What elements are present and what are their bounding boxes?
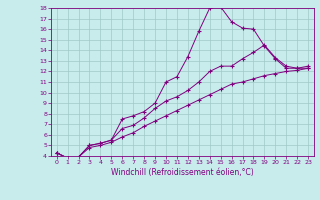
X-axis label: Windchill (Refroidissement éolien,°C): Windchill (Refroidissement éolien,°C) <box>111 168 254 177</box>
